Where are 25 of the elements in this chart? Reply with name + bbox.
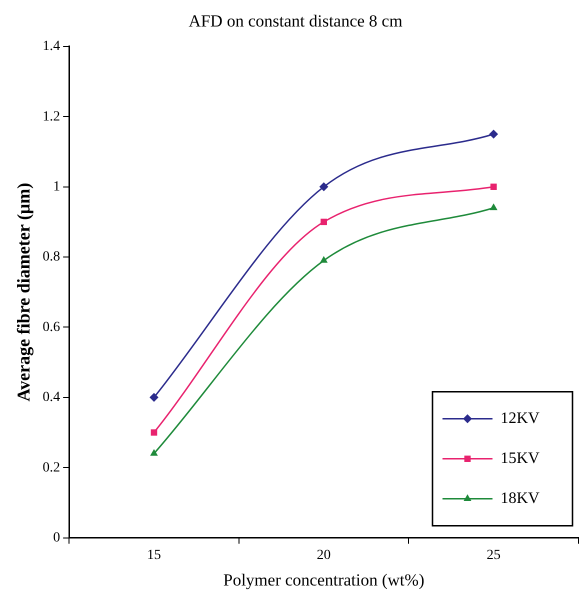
point (490, 203, 498, 210)
y-tick-label: 1.2 (42, 109, 60, 124)
legend-label: 12KV (500, 410, 540, 428)
y-tick-label: 1.4 (42, 39, 60, 54)
y-tick-label: 0.8 (42, 250, 60, 265)
x-tick-label: 25 (486, 548, 501, 563)
y-tick-label: 1 (53, 179, 60, 194)
x-tick-label: 20 (316, 548, 331, 563)
y-tick-label: 0 (53, 530, 60, 546)
x-tick-label: 15 (147, 548, 161, 563)
point (319, 182, 328, 192)
point (150, 392, 158, 402)
x-axis-title: Polymer concentration (wt%) (223, 570, 424, 590)
point (320, 218, 327, 226)
point (320, 256, 328, 263)
chart-title: AFD on constant distance 8 cm (188, 12, 402, 31)
y-tick-label: 0.2 (42, 460, 60, 476)
point (489, 130, 498, 139)
legend-label: 15KV (500, 450, 540, 468)
y-tick-label: 0.4 (42, 390, 60, 406)
point (150, 449, 158, 456)
point (490, 184, 497, 190)
y-tick-label: 0.6 (42, 320, 60, 335)
y-axis-title: Average fibre diameter (µm) (13, 182, 34, 402)
legend-label: 18KV (500, 490, 540, 508)
